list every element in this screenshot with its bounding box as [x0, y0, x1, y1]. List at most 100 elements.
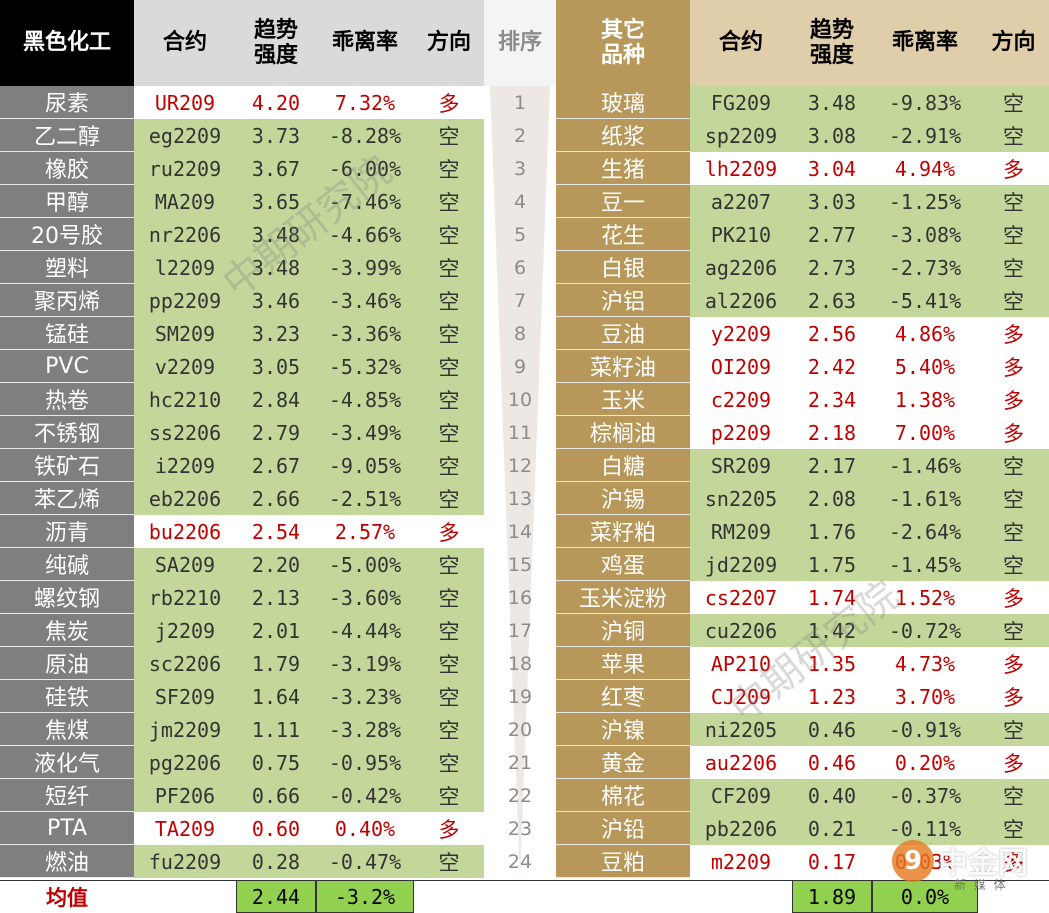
right-trend-cell: 2.08	[792, 482, 872, 515]
left-dev-cell: 0.40%	[316, 812, 414, 845]
right-name-cell: 豆粕	[556, 845, 690, 878]
left-name-cell: 液化气	[0, 746, 134, 779]
rank-cell: 3	[513, 157, 527, 180]
left-dev-cell: -2.51%	[316, 482, 414, 515]
left-contract-cell: i2209	[134, 449, 236, 482]
right-dir-cell: 空	[978, 482, 1049, 515]
left-contract-cell: nr2206	[134, 218, 236, 251]
right-contract-cell: a2207	[690, 185, 792, 218]
right-dev-cell: 5.40%	[872, 350, 978, 383]
right-direction-header: 方向	[978, 0, 1049, 86]
left-name-cell: PVC	[0, 350, 134, 383]
right-name-cell: 菜籽粕	[556, 515, 690, 548]
left-contract-cell: eb2206	[134, 482, 236, 515]
right-dir-cell: 空	[978, 119, 1049, 152]
right-dir-cell: 空	[978, 86, 1049, 119]
rank-cell: 9	[513, 355, 527, 378]
right-name-cell: 沪镍	[556, 713, 690, 746]
left-dev-cell: -9.05%	[316, 449, 414, 482]
left-dev-cell: -4.85%	[316, 383, 414, 416]
right-trend-cell: 2.73	[792, 251, 872, 284]
left-dev-cell: -4.66%	[316, 218, 414, 251]
right-contract-cell: SR209	[690, 449, 792, 482]
rank-column-background	[484, 86, 556, 880]
left-name-cell: 锰硅	[0, 317, 134, 350]
left-dir-cell: 空	[414, 746, 484, 779]
right-contract-cell: jd2209	[690, 548, 792, 581]
right-name-cell: 白银	[556, 251, 690, 284]
left-name-cell: 20号胶	[0, 218, 134, 251]
right-dir-cell: 空	[978, 218, 1049, 251]
left-dev-cell: -3.28%	[316, 713, 414, 746]
right-dir-cell: 多	[978, 317, 1049, 350]
left-dir-cell: 空	[414, 779, 484, 812]
left-dir-cell: 多	[414, 86, 484, 119]
right-dir-cell: 多	[978, 647, 1049, 680]
rank-cell: 16	[507, 586, 533, 609]
left-trend-cell: 3.73	[236, 119, 316, 152]
left-name-cell: 硅铁	[0, 680, 134, 713]
right-dir-cell: 多	[978, 680, 1049, 713]
right-contract-cell: m2209	[690, 845, 792, 878]
left-trend-cell: 2.67	[236, 449, 316, 482]
right-dir-cell: 多	[978, 152, 1049, 185]
right-name-cell: 玉米淀粉	[556, 581, 690, 614]
left-name-cell: 塑料	[0, 251, 134, 284]
right-average-trend: 1.89	[792, 880, 872, 913]
right-dev-cell: 0.03%	[872, 845, 978, 878]
right-dev-cell: -0.91%	[872, 713, 978, 746]
right-name-cell: 白糖	[556, 449, 690, 482]
left-contract-cell: bu2206	[134, 515, 236, 548]
right-dev-cell: -2.64%	[872, 515, 978, 548]
left-contract-cell: pg2206	[134, 746, 236, 779]
left-dev-cell: -3.23%	[316, 680, 414, 713]
average-label: 均值	[0, 880, 134, 913]
left-name-cell: 苯乙烯	[0, 482, 134, 515]
right-dev-cell: -1.46%	[872, 449, 978, 482]
left-dev-cell: -8.28%	[316, 119, 414, 152]
right-dir-cell: 空	[978, 284, 1049, 317]
left-contract-cell: pp2209	[134, 284, 236, 317]
right-contract-cell: OI209	[690, 350, 792, 383]
right-dir-cell: 空	[978, 548, 1049, 581]
left-dev-cell: -5.00%	[316, 548, 414, 581]
right-name-cell: 菜籽油	[556, 350, 690, 383]
rank-cell: 1	[513, 91, 527, 114]
rank-cell: 18	[507, 652, 533, 675]
left-dev-cell: -3.49%	[316, 416, 414, 449]
right-contract-cell: pb2206	[690, 812, 792, 845]
right-trend-cell: 1.76	[792, 515, 872, 548]
left-contract-header: 合约	[134, 0, 236, 86]
right-contract-cell: y2209	[690, 317, 792, 350]
left-dev-cell: -0.95%	[316, 746, 414, 779]
right-name-cell: 红枣	[556, 680, 690, 713]
right-dev-cell: 1.52%	[872, 581, 978, 614]
left-dev-cell: -6.00%	[316, 152, 414, 185]
right-contract-cell: PK210	[690, 218, 792, 251]
left-trend-cell: 3.65	[236, 185, 316, 218]
right-name-cell: 黄金	[556, 746, 690, 779]
right-dev-cell: -0.72%	[872, 614, 978, 647]
left-contract-cell: SM209	[134, 317, 236, 350]
right-dev-cell: 4.73%	[872, 647, 978, 680]
right-contract-cell: sp2209	[690, 119, 792, 152]
left-dev-cell: -4.44%	[316, 614, 414, 647]
left-name-cell: 沥青	[0, 515, 134, 548]
left-dir-cell: 多	[414, 812, 484, 845]
right-dir-cell: 空	[978, 713, 1049, 746]
right-dir-cell: 多	[978, 581, 1049, 614]
left-dir-cell: 空	[414, 251, 484, 284]
right-dev-cell: 1.38%	[872, 383, 978, 416]
left-name-cell: 橡胶	[0, 152, 134, 185]
right-dir-cell: 空	[978, 185, 1049, 218]
rank-cell: 7	[513, 289, 527, 312]
rank-cell: 17	[507, 619, 533, 642]
left-name-cell: 纯碱	[0, 548, 134, 581]
right-dev-cell: -1.45%	[872, 548, 978, 581]
left-trend-cell: 2.54	[236, 515, 316, 548]
right-trend-cell: 0.46	[792, 713, 872, 746]
left-name-cell: 短纤	[0, 779, 134, 812]
right-dev-cell: -5.41%	[872, 284, 978, 317]
left-name-cell: PTA	[0, 812, 134, 845]
left-name-cell: 甲醇	[0, 185, 134, 218]
